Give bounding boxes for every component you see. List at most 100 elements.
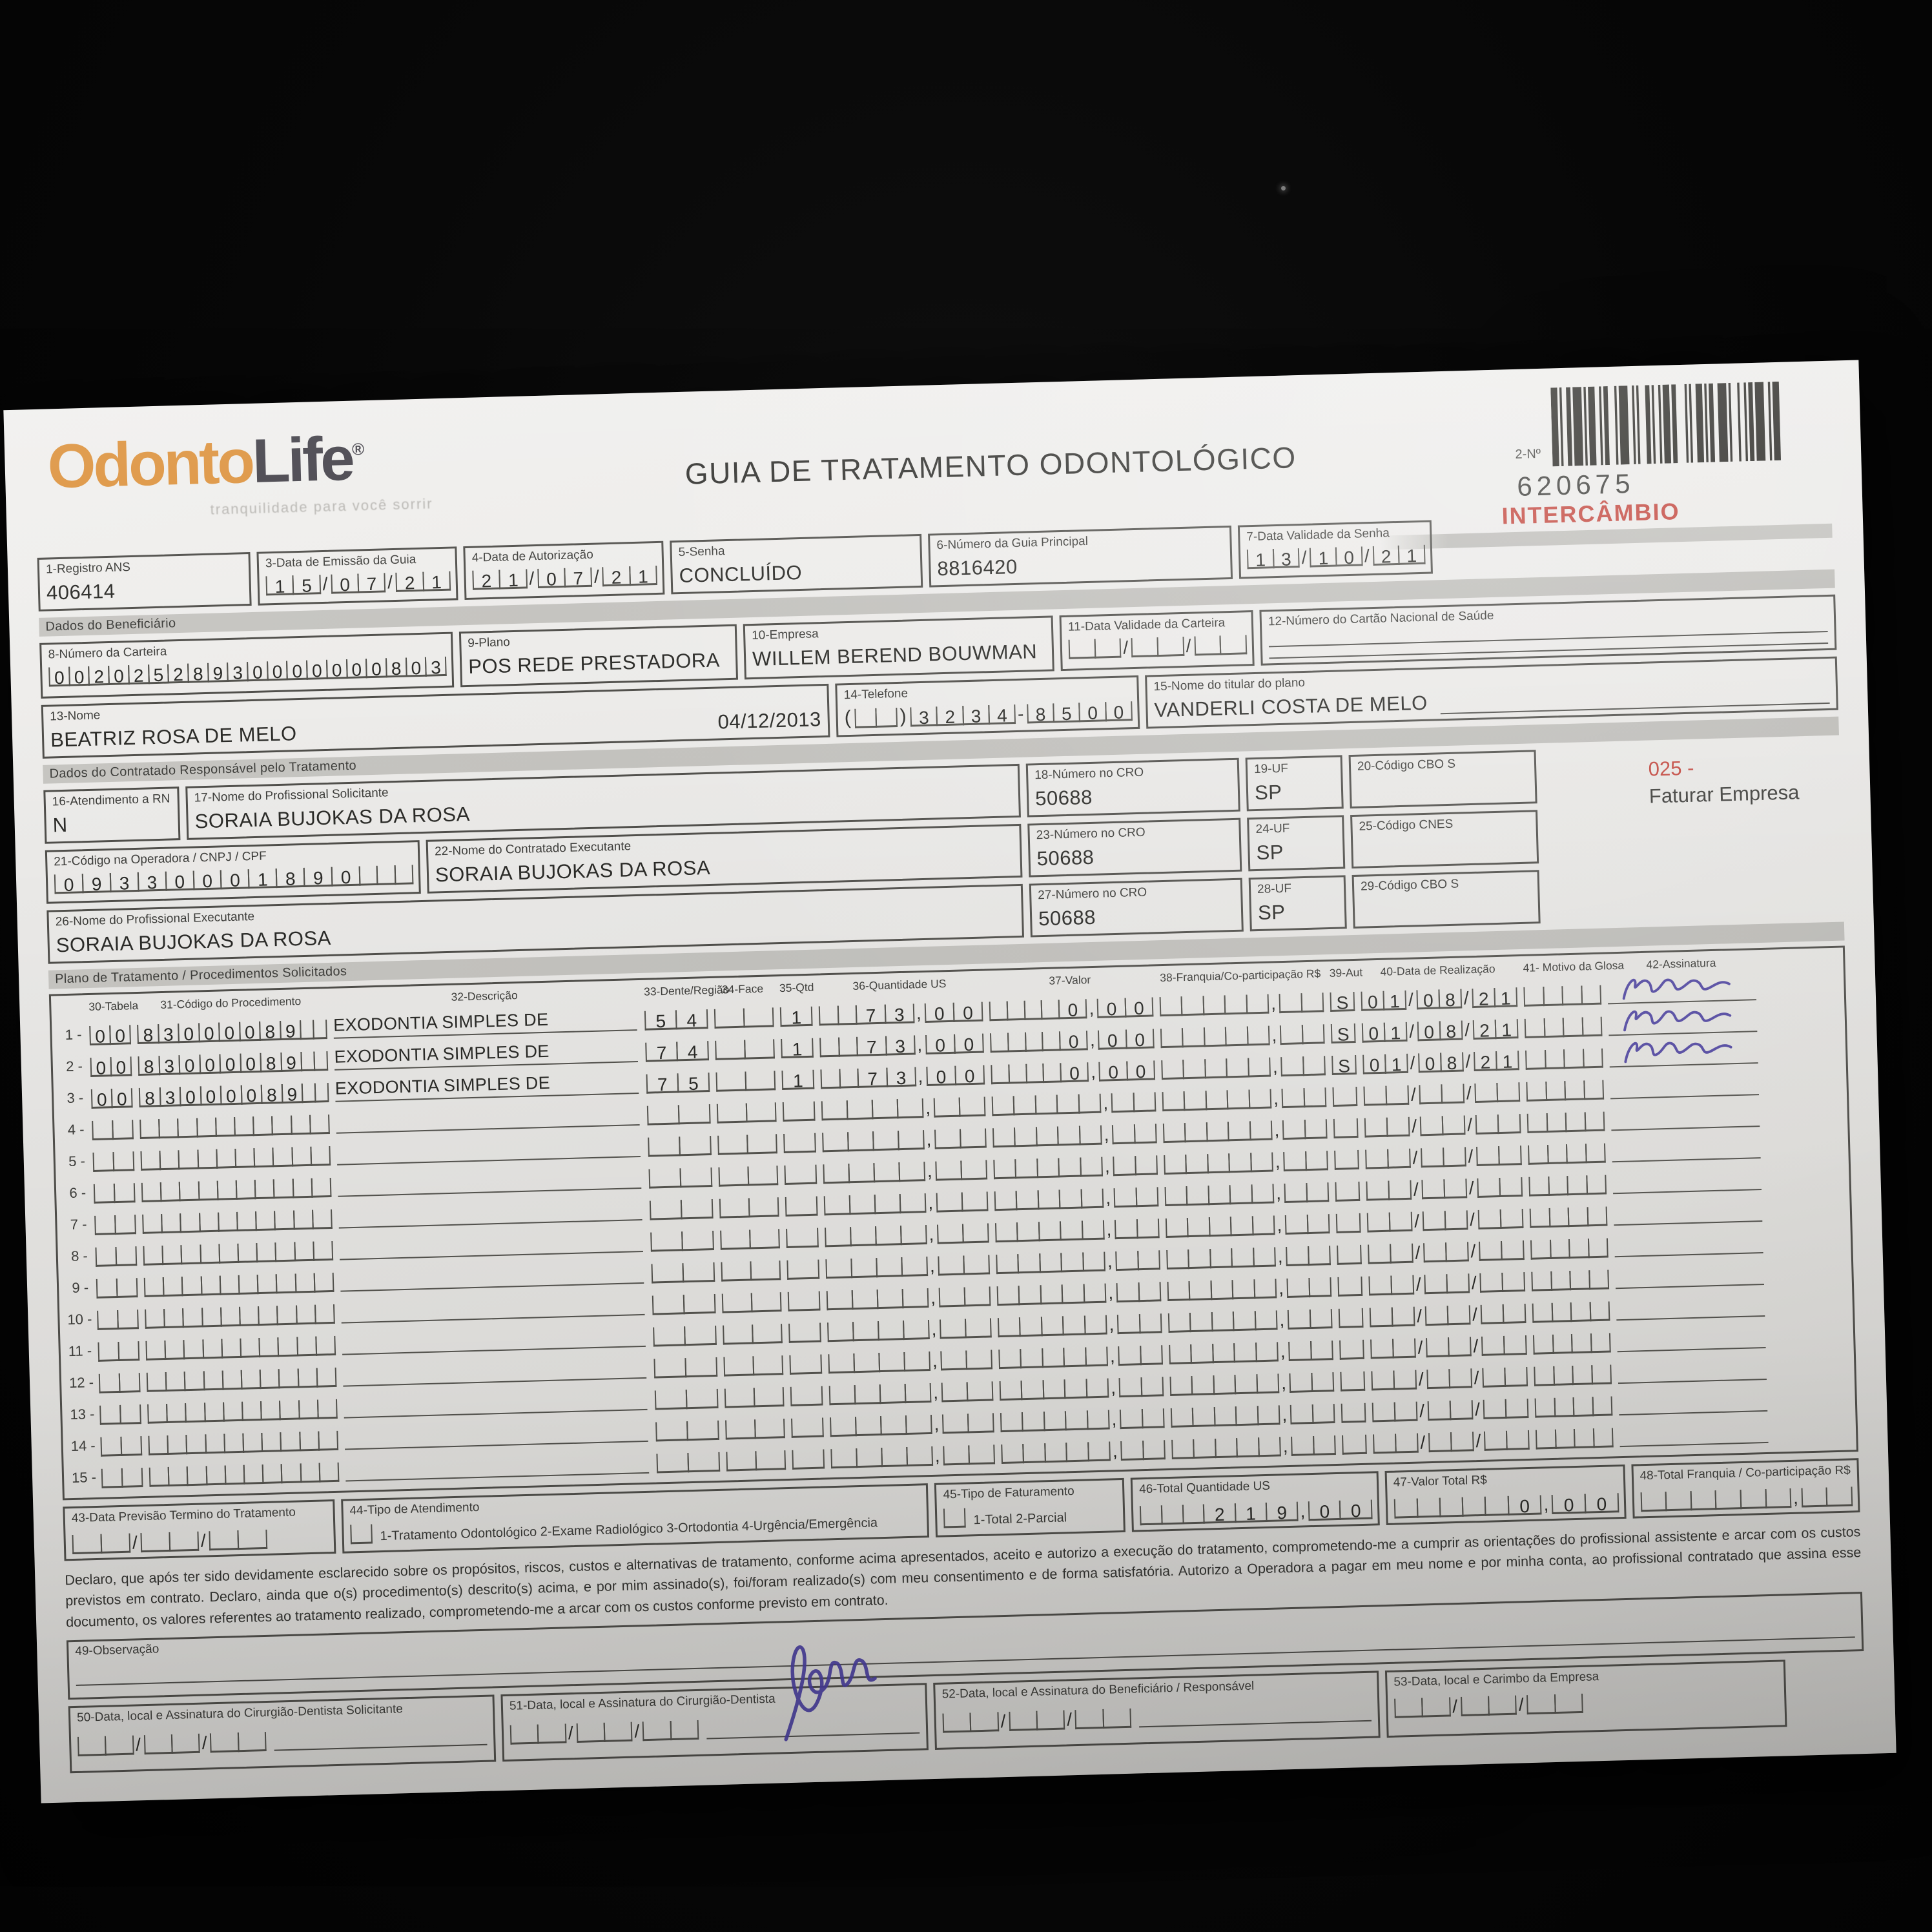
comb-cell [854,1384,881,1405]
comb-cell [1423,1242,1447,1263]
comb-cell [745,1102,777,1123]
comb-field [651,1262,715,1284]
comb-separator: , [1102,1093,1109,1113]
tipo-atendimento-checkbox [350,1524,373,1545]
comb-cell [1283,1151,1307,1172]
comb-cell: 0 [1104,701,1133,723]
comb-field [721,1292,782,1313]
comb-separator: / [1415,1242,1421,1263]
comb-cell: 0 [178,1023,200,1044]
comb-cell [847,1131,874,1152]
comb-cell [670,1720,699,1740]
comb-cell [201,1307,222,1328]
comb-cell [1590,1364,1612,1385]
comb-cell [1102,1708,1132,1729]
comb-cell: 0 [192,870,222,891]
comb-cell [681,1230,714,1251]
comb-cell: 0 [108,665,130,686]
comb-cell [1501,1272,1526,1292]
comb-cell [1086,1410,1110,1430]
comb-cell [167,1466,189,1486]
comb-cell: 0 [178,1054,201,1076]
comb-cell [791,1417,824,1438]
comb-separator: , [1280,1373,1287,1393]
comb-cell [1083,1283,1107,1304]
comb-cell [959,1128,987,1149]
field-empresa: 10-Empresa WILLEM BEREND BOUWMAN [743,615,1054,680]
comb-separator: , [1275,1151,1280,1172]
comb-cell [754,1419,785,1439]
comb-cell [1167,1281,1191,1302]
comb-cell: 0 [1417,1021,1441,1042]
comb-cell [350,1524,373,1545]
comb-cell [196,1117,217,1138]
comb-cell [1139,1505,1163,1526]
comb-cell [878,1352,906,1373]
comb-cell [1428,1432,1452,1453]
comb-cell: 1 [1234,1502,1268,1524]
comb-cell [1161,1060,1185,1080]
comb-field [716,1102,777,1124]
comb-cell [1554,1397,1575,1417]
comb-field [1534,1396,1613,1418]
field-cro-27: 27-Número no CRO 50688 [1029,878,1244,938]
comb-cell: 3 [159,1087,181,1108]
comb-cell [1162,1123,1187,1144]
comb-cell [1446,1305,1471,1326]
comb-separator: / [1452,1696,1458,1717]
comb-cell [1479,1272,1504,1293]
comb-cell [1301,1024,1325,1045]
comb-cell [234,1148,256,1168]
comb-cell [1062,1315,1086,1336]
comb-cell [846,1100,874,1120]
comb-cell [876,1257,903,1278]
comb-cell [1231,1248,1255,1268]
comb-cell [1531,1271,1552,1291]
comb-cell [968,1444,996,1465]
comb-cell [1549,1239,1570,1259]
comb-cell [1445,1242,1469,1262]
comb-cell [1422,1211,1446,1231]
comb-cell: 0 [1584,1493,1619,1514]
comb-cell [197,1149,218,1169]
comb-cell [679,1167,713,1188]
comb-cell [1335,1213,1361,1233]
row-number: 1 - [65,1026,82,1043]
comb-cell: 3 [885,1035,916,1056]
comb-cell [1037,1189,1061,1210]
comb-cell [1042,1379,1066,1400]
row-signature-blank [1611,1135,1761,1163]
comb-cell [98,1373,121,1393]
procedures-table-body: 1 -0 0 8 3 0 0 0 0 8 9 EXODONTIA SIMPLES DE 5 4 1 7 3, 0… [59,967,1849,1489]
comb-field [95,1246,138,1267]
comb-cell [376,865,396,885]
comb-cell [1167,1313,1192,1333]
comb-separator: , [1112,1441,1118,1461]
comb-cell [315,1335,336,1356]
data-autorizacao-value: 2 1/0 7/2 1 [472,565,658,591]
comb-cell [721,1261,752,1282]
field-assinatura-beneficiario: 52-Data, local e Assinatura do Beneficiá… [933,1670,1381,1750]
comb-cell [1006,1000,1026,1021]
comb-cell: 8 [1026,703,1054,724]
comb-separator: / [1474,1399,1481,1420]
comb-cell [1064,1379,1088,1399]
comb-cell [966,1381,994,1402]
comb-cell [1478,1240,1503,1261]
comb-cell: 0 [239,1053,262,1074]
comb-separator: , [1271,1025,1277,1045]
comb-cell [1364,1117,1388,1138]
comb-cell [313,1051,329,1071]
comb-cell [939,1319,967,1339]
comb-cell [1305,1182,1330,1203]
registro-ans-value: 406414 [46,579,116,604]
comb-cell [1236,1437,1260,1458]
comb-cell [1388,1180,1412,1200]
comb-cell [1391,1306,1415,1327]
comb-cell [164,1340,185,1361]
comb-cell [1022,1412,1045,1432]
comb-cell [943,1445,970,1466]
comb-cell [1500,1240,1525,1261]
comb-separator: / [1466,1115,1473,1135]
comb-field [653,1357,718,1379]
